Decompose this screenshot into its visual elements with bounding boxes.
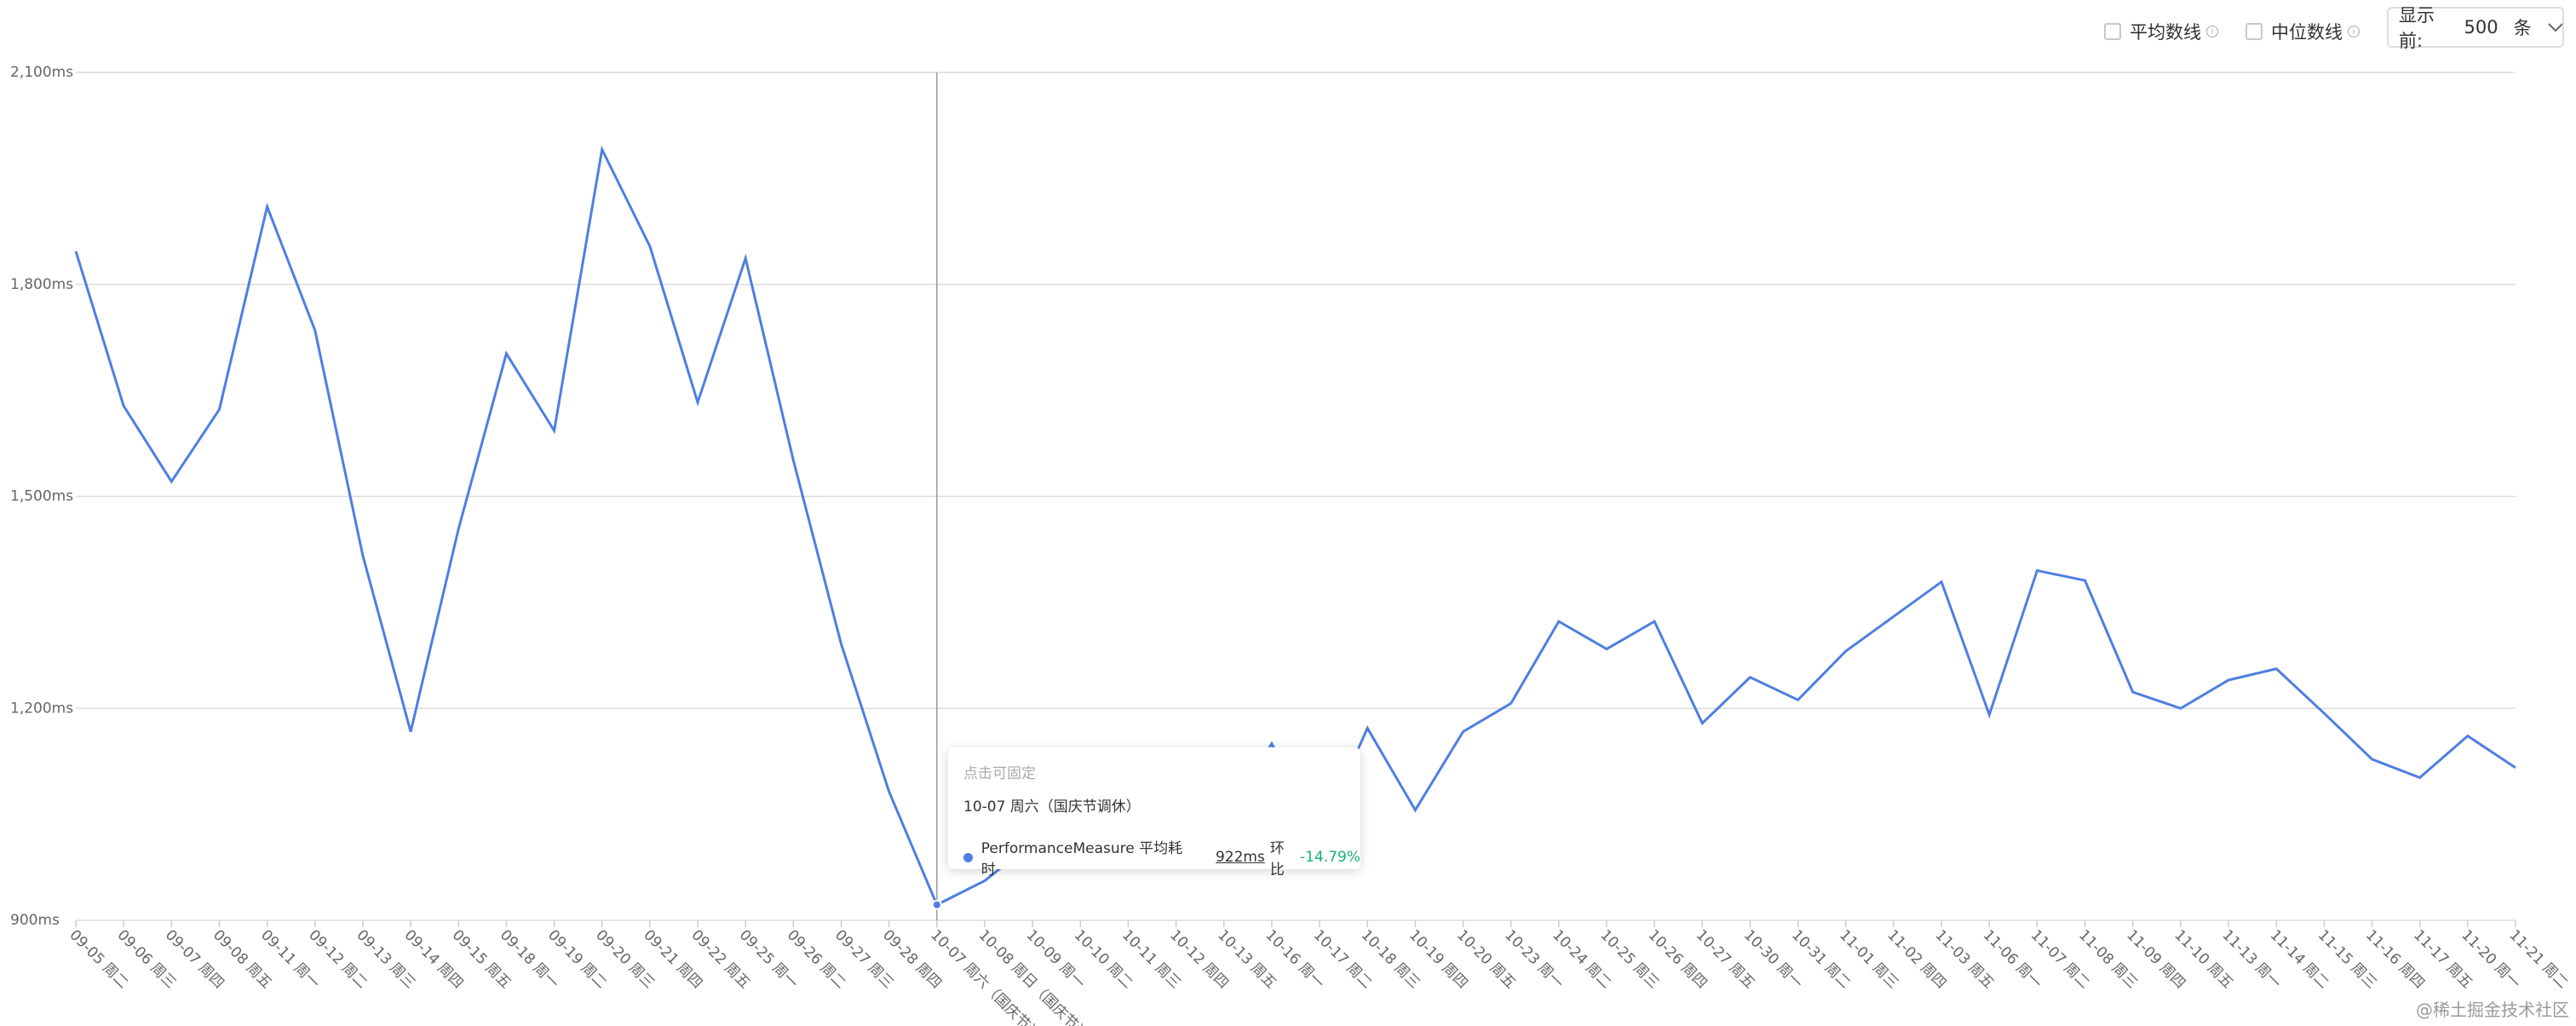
- tooltip-row: PerformanceMeasure 平均耗时 922ms 环比 -14.79%: [963, 836, 1360, 879]
- checkbox[interactable]: [2245, 23, 2263, 40]
- y-tick-label: 1,500ms: [10, 488, 73, 505]
- label: 显示前:: [2399, 5, 2435, 51]
- count-select[interactable]: 显示前: 500 条: [2387, 5, 2564, 51]
- series-dot: [963, 852, 973, 862]
- tooltip-title: 10-07 周六（国庆节调休）: [963, 798, 1141, 816]
- label: 平均数线: [2130, 22, 2201, 43]
- y-tick-label: 1,200ms: [10, 700, 73, 717]
- watermark: @稀土掘金技术社区: [2416, 1000, 2569, 1020]
- series-value: 922ms: [1215, 849, 1265, 866]
- y-tick-label: 900ms: [10, 912, 60, 929]
- median-line-toggle[interactable]: 中位数线 i: [2245, 19, 2360, 44]
- tooltip-hint: 点击可固定: [963, 765, 1036, 782]
- count: 500: [2464, 17, 2498, 37]
- tooltip[interactable]: 点击可固定 10-07 周六（国庆节调休） PerformanceMeasure…: [948, 747, 1360, 879]
- y-tick-label: 2,100ms: [10, 64, 73, 81]
- series-name: PerformanceMeasure 平均耗时: [980, 840, 1183, 879]
- change-name: 环比: [1269, 840, 1285, 879]
- change-value: -14.79%: [1300, 849, 1360, 866]
- y-tick-label: 1,800ms: [10, 276, 73, 293]
- info-icon[interactable]: i: [2206, 26, 2218, 37]
- checkbox[interactable]: [2104, 23, 2121, 40]
- chevron: [2547, 23, 2562, 32]
- average-line-toggle[interactable]: 平均数线 i: [2104, 19, 2218, 44]
- hover-point: [931, 899, 942, 910]
- info-icon[interactable]: i: [2348, 26, 2360, 37]
- unit: 条: [2513, 18, 2532, 38]
- label: 中位数线: [2271, 22, 2343, 43]
